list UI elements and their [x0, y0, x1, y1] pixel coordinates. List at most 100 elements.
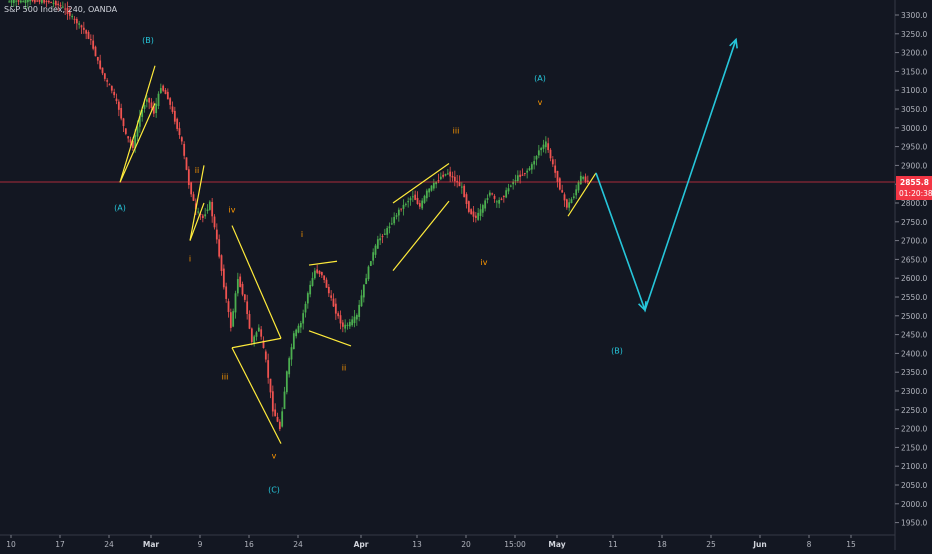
candle-body	[276, 416, 279, 422]
y-tick-label: 1950.0	[901, 519, 927, 528]
x-tick-label: Jun	[752, 540, 766, 549]
candle-body	[255, 332, 258, 337]
candle-body	[509, 185, 512, 187]
candle-body	[495, 201, 498, 203]
x-tick-label: 11	[608, 540, 618, 549]
candle-body	[418, 203, 421, 207]
candle-body	[288, 358, 291, 375]
candle-body	[131, 141, 134, 148]
candle-body	[24, 0, 27, 3]
candle-body	[320, 272, 323, 276]
candle-body	[192, 194, 195, 201]
candle-body	[400, 208, 403, 210]
elliott-trendline	[119, 103, 156, 183]
candle-body	[379, 238, 382, 241]
candle-body	[215, 229, 218, 240]
candle-body	[337, 313, 340, 317]
candle-body	[397, 209, 400, 216]
projection-arrowhead-up	[729, 37, 738, 49]
candle-body	[232, 311, 235, 327]
candle-body	[38, 0, 41, 2]
candle-body	[428, 188, 431, 193]
candle-body	[199, 213, 202, 216]
candle-body	[579, 175, 582, 185]
candle-body	[120, 108, 123, 119]
candle-body	[148, 97, 151, 103]
candle-body	[157, 93, 160, 107]
wave-label: iii	[453, 126, 460, 135]
candle-body	[253, 336, 256, 343]
candle-body	[75, 18, 78, 24]
candle-body	[269, 378, 272, 393]
x-tick-label: 18	[657, 540, 667, 549]
candle-body	[451, 176, 454, 178]
candle-body	[78, 23, 81, 25]
candle-body	[185, 157, 188, 170]
candle-body	[229, 312, 232, 328]
candle-body	[516, 175, 519, 182]
candle-body	[386, 228, 389, 235]
candle-body	[577, 182, 580, 191]
candle-body	[365, 278, 368, 285]
candle-body	[530, 164, 533, 170]
candle-body	[299, 323, 302, 328]
y-tick-label: 2250.0	[901, 406, 927, 415]
candle-body	[152, 106, 155, 114]
elliott-trendline	[392, 200, 450, 272]
y-tick-label: 2950.0	[901, 143, 927, 152]
y-tick-label: 2300.0	[901, 387, 927, 396]
candle-body	[430, 185, 433, 191]
candle-body	[556, 170, 559, 182]
elliott-trendline	[189, 165, 205, 241]
candle-body	[248, 314, 251, 329]
candle-body	[537, 150, 540, 156]
y-tick-label: 2550.0	[901, 293, 927, 302]
candle-body	[388, 226, 391, 229]
candle-body	[414, 194, 417, 200]
elliott-trendline	[231, 347, 282, 444]
candle-body	[33, 0, 36, 3]
y-tick-label: 2700.0	[901, 237, 927, 246]
candle-body	[211, 201, 214, 217]
candle-body	[362, 284, 365, 298]
wave-label: iii	[222, 373, 229, 382]
y-tick-label: 2800.0	[901, 199, 927, 208]
y-tick-label: 2650.0	[901, 255, 927, 264]
wave-label: i	[301, 230, 303, 239]
candle-body	[113, 91, 116, 96]
candle-body	[180, 137, 183, 142]
candle-body	[124, 128, 127, 134]
candle-body	[52, 2, 55, 4]
candle-body	[358, 304, 361, 317]
candle-body	[290, 347, 293, 360]
y-tick-label: 2350.0	[901, 368, 927, 377]
x-tick-label: Mar	[143, 540, 160, 549]
candle-body	[318, 270, 321, 274]
candle-body	[96, 56, 99, 61]
wave-label: v	[272, 452, 277, 461]
candle-body	[239, 276, 242, 287]
candle-body	[176, 118, 179, 129]
candle-body	[274, 409, 277, 417]
candle-body	[395, 215, 398, 217]
candle-body	[460, 186, 463, 188]
y-tick-label: 2900.0	[901, 161, 927, 170]
candle-body	[89, 39, 92, 41]
candle-body	[15, 0, 18, 2]
candle-body	[218, 239, 221, 257]
candle-body	[141, 109, 144, 117]
candle-body	[241, 283, 244, 295]
candle-body	[197, 211, 200, 213]
y-tick-label: 2000.0	[901, 500, 927, 509]
candle-body	[85, 30, 88, 34]
candle-body	[17, 0, 20, 2]
candle-body	[66, 7, 69, 15]
candle-body	[351, 319, 354, 326]
candle-body	[334, 303, 337, 314]
candle-body	[22, 1, 25, 3]
candle-body	[283, 391, 286, 409]
candle-body	[285, 371, 288, 393]
candle-body	[409, 198, 412, 201]
